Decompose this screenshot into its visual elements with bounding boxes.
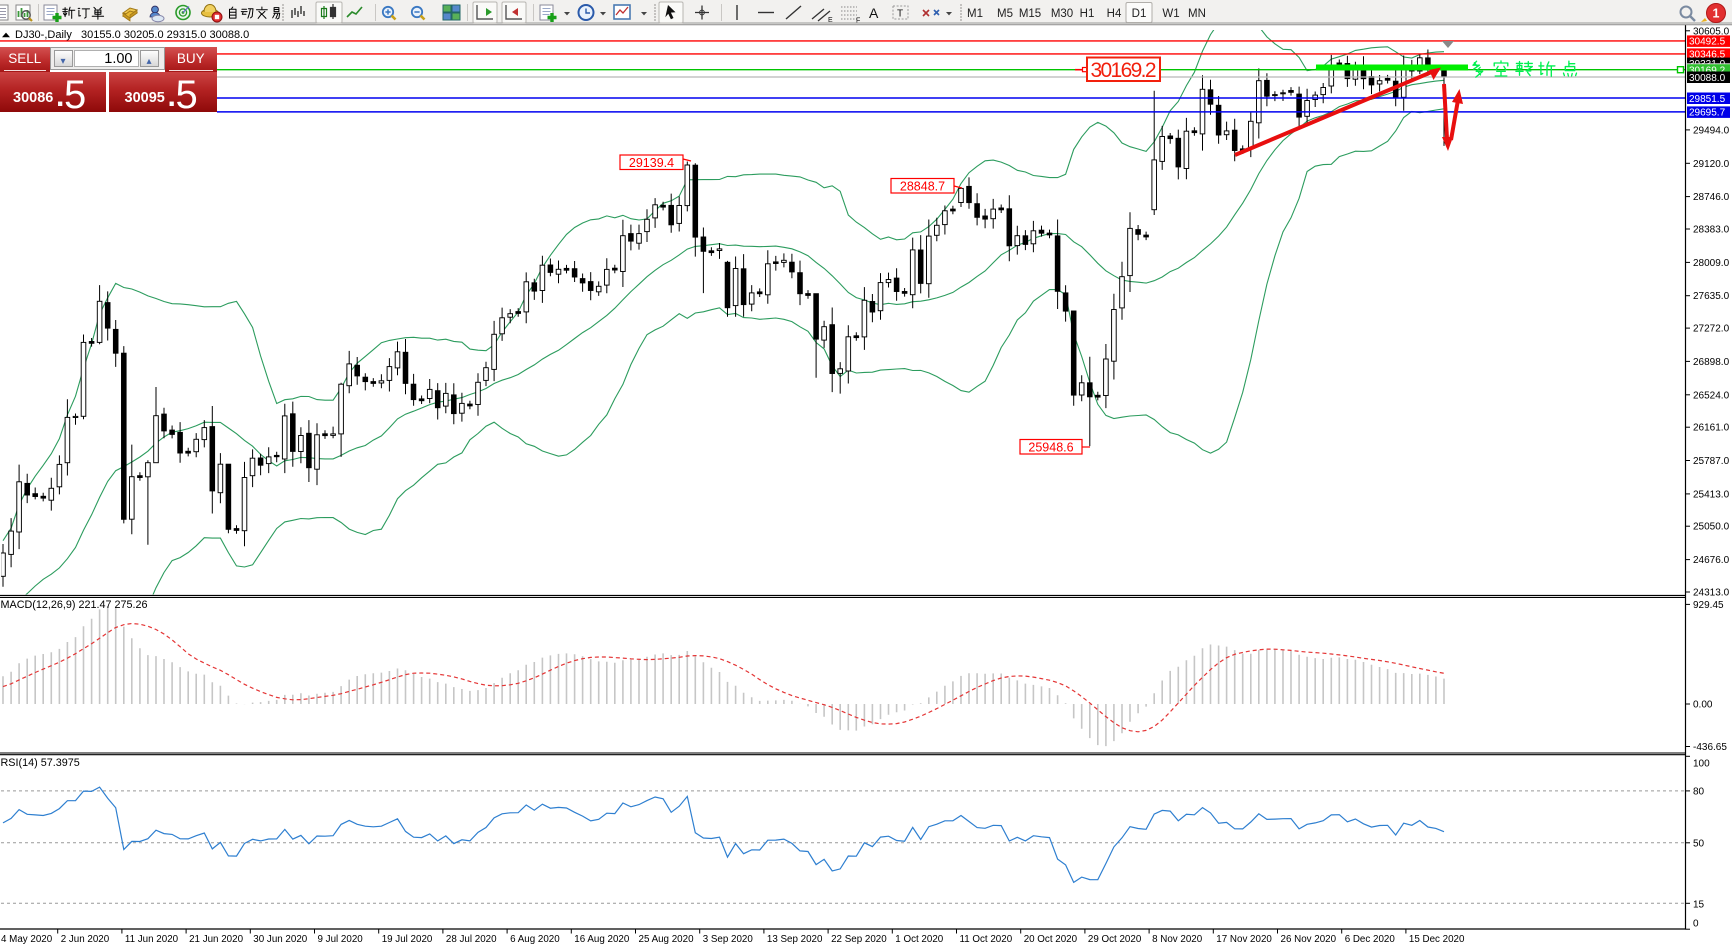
svg-text:M5: M5 [997, 8, 1013, 20]
svg-text:20 Oct 2020: 20 Oct 2020 [1024, 934, 1078, 945]
svg-text:21 Jun 2020: 21 Jun 2020 [189, 934, 243, 945]
svg-text:28848.7: 28848.7 [900, 179, 945, 193]
svg-text:30331.0: 30331.0 [1689, 59, 1726, 70]
svg-text:H1: H1 [1080, 8, 1095, 20]
svg-text:T: T [897, 9, 903, 20]
svg-text:H4: H4 [1107, 8, 1122, 20]
svg-text:29 Oct 2020: 29 Oct 2020 [1088, 934, 1142, 945]
svg-text:30605.0: 30605.0 [1693, 26, 1730, 37]
svg-text:24676.0: 24676.0 [1693, 555, 1730, 566]
svg-text:929.45: 929.45 [1693, 600, 1724, 611]
svg-text:30492.5: 30492.5 [1689, 37, 1726, 48]
svg-text:25787.0: 25787.0 [1693, 456, 1730, 467]
svg-text:26161.0: 26161.0 [1693, 423, 1730, 434]
svg-text:F: F [856, 18, 860, 25]
svg-text:30346.5: 30346.5 [1689, 50, 1726, 61]
svg-text:80: 80 [1693, 787, 1705, 798]
svg-text:50: 50 [1693, 838, 1705, 849]
svg-text:26 Nov 2020: 26 Nov 2020 [1281, 934, 1337, 945]
svg-text:MACD(12,26,9) 221.47 275.26: MACD(12,26,9) 221.47 275.26 [1, 599, 148, 611]
svg-text:3 Sep 2020: 3 Sep 2020 [703, 934, 754, 945]
svg-text:6 Dec 2020: 6 Dec 2020 [1345, 934, 1396, 945]
svg-text:24313.0: 24313.0 [1693, 588, 1730, 599]
svg-text:A: A [869, 5, 879, 21]
svg-text:28009.0: 28009.0 [1693, 258, 1730, 269]
svg-text:29494.0: 29494.0 [1693, 125, 1730, 136]
svg-text:29695.7: 29695.7 [1689, 108, 1726, 119]
svg-text:0.00: 0.00 [1693, 700, 1713, 711]
svg-text:30169.2: 30169.2 [1091, 59, 1157, 82]
svg-text:29851.5: 29851.5 [1689, 94, 1726, 105]
svg-text:29120.0: 29120.0 [1693, 159, 1730, 170]
svg-text:26524.0: 26524.0 [1693, 390, 1730, 401]
svg-text:M15: M15 [1019, 8, 1041, 20]
svg-text:30 Jun 2020: 30 Jun 2020 [253, 934, 307, 945]
svg-text:27272.0: 27272.0 [1693, 324, 1730, 335]
svg-text:29139.4: 29139.4 [629, 156, 674, 170]
svg-text:100: 100 [1693, 759, 1710, 770]
svg-text:11 Jun 2020: 11 Jun 2020 [125, 934, 179, 945]
svg-text:17 Nov 2020: 17 Nov 2020 [1216, 934, 1272, 945]
svg-text:22 Sep 2020: 22 Sep 2020 [831, 934, 887, 945]
svg-text:27635.0: 27635.0 [1693, 291, 1730, 302]
svg-text:30088.0: 30088.0 [1689, 73, 1726, 84]
svg-text:28383.0: 28383.0 [1693, 225, 1730, 236]
svg-text:25413.0: 25413.0 [1693, 489, 1730, 500]
svg-text:DJ30-,Daily 30155.0 30205.0: DJ30-,Daily 30155.0 30205.0 29315.0 3008… [15, 29, 249, 41]
svg-text:15 Dec 2020: 15 Dec 2020 [1409, 934, 1465, 945]
svg-text:25050.0: 25050.0 [1693, 522, 1730, 533]
svg-text:28746.0: 28746.0 [1693, 192, 1730, 203]
svg-text:2 Jun 2020: 2 Jun 2020 [61, 934, 110, 945]
svg-text:6 Aug 2020: 6 Aug 2020 [510, 934, 560, 945]
svg-text:28 Jul 2020: 28 Jul 2020 [446, 934, 497, 945]
svg-text:19 Jul 2020: 19 Jul 2020 [382, 934, 433, 945]
svg-text:1: 1 [1713, 7, 1720, 21]
svg-text:13 Sep 2020: 13 Sep 2020 [767, 934, 823, 945]
svg-text:0: 0 [1693, 919, 1699, 930]
svg-text:D1: D1 [1132, 8, 1147, 20]
svg-text:16 Aug 2020: 16 Aug 2020 [574, 934, 630, 945]
svg-text:M1: M1 [967, 8, 983, 20]
svg-text:1 Oct 2020: 1 Oct 2020 [895, 934, 943, 945]
svg-text:30169.2: 30169.2 [1689, 66, 1726, 77]
svg-text:W1: W1 [1162, 8, 1179, 20]
svg-text:MN: MN [1188, 8, 1206, 20]
svg-text:25948.6: 25948.6 [1028, 440, 1073, 454]
svg-text:E: E [828, 17, 833, 24]
svg-text:9 Jul 2020: 9 Jul 2020 [318, 934, 364, 945]
svg-text:26898.0: 26898.0 [1693, 357, 1730, 368]
svg-text:15: 15 [1693, 900, 1705, 911]
svg-text:25 Aug 2020: 25 Aug 2020 [639, 934, 695, 945]
svg-text:M30: M30 [1051, 8, 1073, 20]
svg-text:RSI(14) 57.3975: RSI(14) 57.3975 [1, 757, 80, 769]
svg-text:-436.65: -436.65 [1693, 742, 1727, 753]
svg-text:11 Oct 2020: 11 Oct 2020 [960, 934, 1013, 945]
svg-text:4 May 2020: 4 May 2020 [1, 934, 53, 945]
svg-text:8 Nov 2020: 8 Nov 2020 [1152, 934, 1203, 945]
